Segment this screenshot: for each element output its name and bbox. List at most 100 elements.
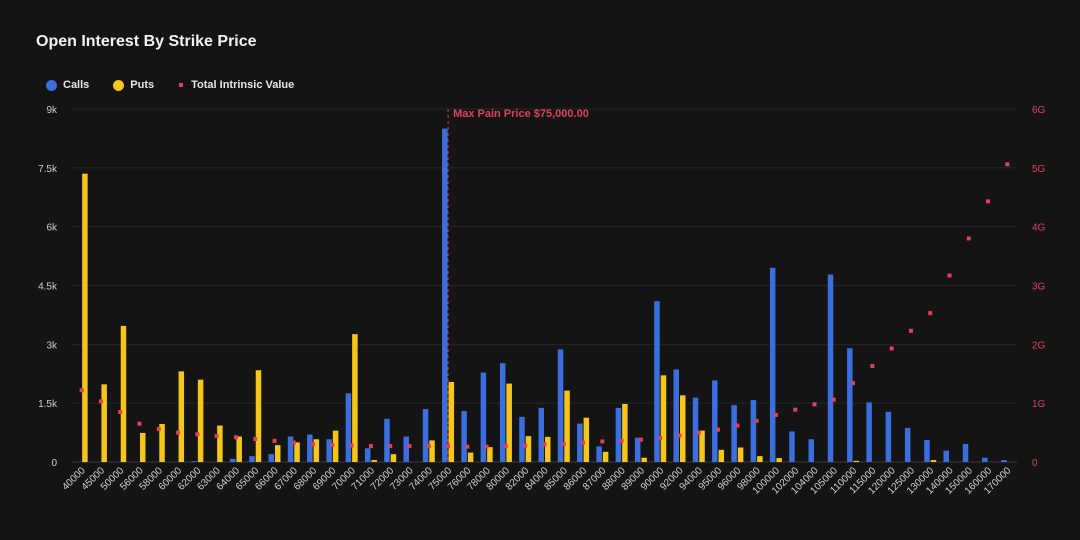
intrinsic-value-point[interactable]	[349, 443, 354, 448]
intrinsic-value-point[interactable]	[986, 199, 991, 204]
calls-bar[interactable]	[692, 397, 699, 462]
intrinsic-value-point[interactable]	[735, 423, 740, 428]
puts-bar[interactable]	[82, 173, 88, 462]
intrinsic-value-point[interactable]	[677, 433, 682, 438]
calls-bar[interactable]	[673, 369, 680, 462]
puts-bar[interactable]	[159, 423, 165, 462]
calls-bar[interactable]	[229, 458, 236, 462]
puts-bar[interactable]	[660, 375, 667, 462]
intrinsic-value-point[interactable]	[503, 444, 508, 449]
intrinsic-value-point[interactable]	[156, 427, 161, 432]
legend-item-puts[interactable]: Puts	[113, 79, 154, 91]
calls-bar[interactable]	[712, 380, 718, 462]
calls-bar[interactable]	[461, 411, 467, 462]
calls-bar[interactable]	[615, 407, 622, 462]
intrinsic-value-point[interactable]	[176, 430, 181, 435]
calls-bar[interactable]	[827, 274, 834, 462]
calls-bar[interactable]	[847, 348, 853, 462]
calls-bar[interactable]	[422, 409, 429, 462]
intrinsic-value-point[interactable]	[658, 435, 663, 440]
calls-bar[interactable]	[808, 439, 815, 462]
intrinsic-value-point[interactable]	[272, 438, 277, 443]
calls-bar[interactable]	[480, 372, 487, 462]
intrinsic-value-point[interactable]	[484, 444, 489, 449]
calls-bar[interactable]	[326, 439, 332, 462]
calls-bar[interactable]	[499, 363, 506, 462]
intrinsic-value-point[interactable]	[889, 346, 894, 351]
puts-bar[interactable]	[313, 439, 320, 462]
puts-bar[interactable]	[255, 370, 262, 462]
puts-bar[interactable]	[390, 454, 397, 462]
calls-bar[interactable]	[403, 436, 410, 462]
intrinsic-value-point[interactable]	[600, 439, 605, 444]
calls-bar[interactable]	[866, 402, 872, 462]
calls-bar[interactable]	[789, 431, 795, 462]
calls-bar[interactable]	[962, 443, 969, 462]
intrinsic-value-point[interactable]	[793, 407, 798, 412]
calls-bar[interactable]	[924, 440, 930, 462]
calls-bar[interactable]	[1001, 460, 1007, 462]
intrinsic-value-point[interactable]	[330, 442, 335, 447]
calls-bar[interactable]	[519, 416, 525, 462]
calls-bar[interactable]	[364, 448, 371, 462]
intrinsic-value-point[interactable]	[368, 444, 373, 449]
intrinsic-value-point[interactable]	[407, 444, 412, 449]
puts-bar[interactable]	[506, 383, 512, 462]
calls-bar[interactable]	[885, 411, 892, 462]
puts-bar[interactable]	[487, 447, 493, 462]
calls-bar[interactable]	[731, 405, 737, 462]
puts-bar[interactable]	[853, 460, 860, 462]
calls-bar[interactable]	[538, 407, 545, 462]
puts-bar[interactable]	[140, 432, 146, 462]
intrinsic-value-point[interactable]	[388, 444, 393, 449]
legend-item-intrinsic[interactable]: Total Intrinsic Value	[178, 79, 294, 91]
intrinsic-value-point[interactable]	[754, 418, 759, 423]
puts-bar[interactable]	[930, 460, 937, 462]
calls-bar[interactable]	[769, 267, 776, 462]
intrinsic-value-point[interactable]	[79, 388, 84, 393]
puts-bar[interactable]	[217, 425, 223, 462]
calls-bar[interactable]	[307, 434, 313, 462]
intrinsic-value-point[interactable]	[523, 443, 528, 448]
calls-bar[interactable]	[750, 400, 757, 462]
puts-bar[interactable]	[371, 460, 377, 462]
puts-bar[interactable]	[294, 442, 300, 462]
calls-bar[interactable]	[577, 423, 583, 462]
puts-bar[interactable]	[583, 417, 590, 462]
calls-bar[interactable]	[287, 436, 294, 462]
legend-item-calls[interactable]: Calls	[46, 79, 89, 91]
intrinsic-value-point[interactable]	[581, 440, 586, 445]
puts-bar[interactable]	[197, 379, 204, 462]
intrinsic-value-point[interactable]	[291, 440, 296, 445]
puts-bar[interactable]	[718, 449, 725, 462]
calls-bar[interactable]	[982, 457, 988, 462]
calls-bar[interactable]	[442, 128, 448, 462]
intrinsic-value-point[interactable]	[638, 437, 643, 442]
intrinsic-value-point[interactable]	[908, 328, 913, 333]
puts-bar[interactable]	[448, 381, 455, 462]
intrinsic-value-point[interactable]	[465, 444, 470, 449]
intrinsic-value-point[interactable]	[773, 412, 778, 417]
intrinsic-value-point[interactable]	[947, 273, 952, 278]
intrinsic-value-point[interactable]	[311, 442, 316, 447]
intrinsic-value-point[interactable]	[233, 435, 238, 440]
puts-bar[interactable]	[699, 430, 705, 462]
intrinsic-value-point[interactable]	[716, 427, 721, 432]
calls-bar[interactable]	[634, 437, 641, 462]
intrinsic-value-point[interactable]	[195, 432, 200, 437]
puts-bar[interactable]	[564, 390, 570, 462]
calls-bar[interactable]	[904, 427, 911, 462]
puts-bar[interactable]	[757, 456, 763, 462]
intrinsic-value-point[interactable]	[98, 399, 103, 404]
calls-bar[interactable]	[384, 418, 390, 462]
puts-bar[interactable]	[178, 371, 185, 462]
intrinsic-value-point[interactable]	[966, 236, 971, 241]
calls-bar[interactable]	[268, 454, 275, 462]
intrinsic-value-point[interactable]	[619, 438, 624, 443]
calls-bar[interactable]	[557, 349, 564, 462]
intrinsic-value-point[interactable]	[870, 364, 875, 369]
puts-bar[interactable]	[545, 436, 551, 462]
calls-bar[interactable]	[596, 446, 602, 462]
intrinsic-value-point[interactable]	[812, 402, 817, 407]
intrinsic-value-point[interactable]	[928, 311, 933, 316]
